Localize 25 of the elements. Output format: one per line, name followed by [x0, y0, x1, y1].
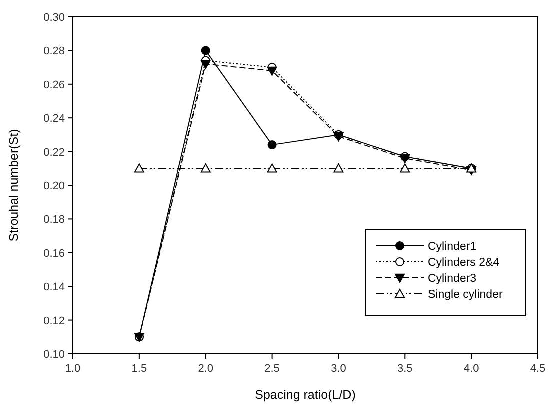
x-tick-label: 2.0	[198, 363, 214, 375]
x-axis-title: Spacing ratio(L/D)	[255, 388, 356, 402]
y-tick-label: 0.28	[44, 46, 65, 58]
y-tick-label: 0.24	[44, 113, 65, 126]
y-tick-label: 0.30	[44, 12, 65, 24]
legend-label: Cylinder1	[428, 241, 477, 253]
x-tick-label: 4.5	[530, 363, 546, 375]
y-tick-label: 0.12	[44, 315, 65, 328]
y-tick-label: 0.26	[44, 79, 65, 92]
y-tick-label: 0.10	[44, 349, 65, 361]
legend-label: Cylinders 2&4	[428, 257, 500, 269]
y-tick-label: 0.16	[44, 248, 65, 260]
x-tick-label: 2.5	[264, 363, 280, 375]
y-tick-label: 0.22	[44, 146, 65, 159]
y-tick-label: 0.20	[44, 180, 65, 192]
y-tick-label: 0.14	[44, 282, 65, 294]
x-tick-label: 3.0	[331, 363, 346, 375]
x-tick-label: 3.5	[397, 363, 413, 375]
x-tick-label: 1.5	[132, 363, 148, 375]
y-tick-label: 0.18	[44, 214, 65, 226]
legend-label: Single cylinder	[428, 289, 503, 301]
x-tick-label: 1.0	[65, 363, 81, 375]
y-axis-title: Strouhal number(St)	[7, 129, 21, 242]
legend-label: Cylinder3	[428, 273, 477, 285]
x-tick-label: 4.0	[464, 363, 480, 375]
